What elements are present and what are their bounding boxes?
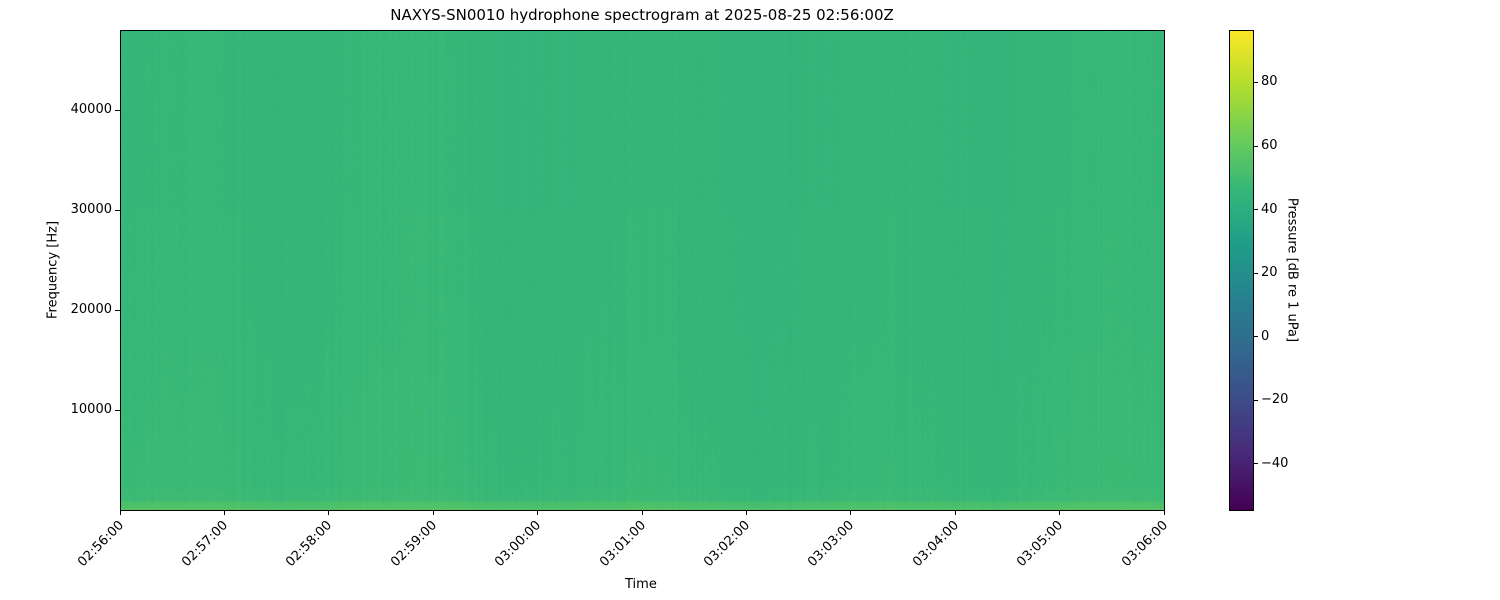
x-tick bbox=[328, 510, 330, 515]
x-tick-label: 03:05:00 bbox=[1014, 518, 1067, 570]
y-tick bbox=[115, 209, 120, 211]
axes-frame bbox=[120, 30, 1165, 511]
colorbar-tick bbox=[1253, 145, 1258, 147]
colorbar-frame bbox=[1229, 30, 1254, 511]
x-tick bbox=[1163, 510, 1165, 515]
y-tick bbox=[115, 309, 120, 311]
colorbar-tick-label: 20 bbox=[1261, 265, 1278, 281]
x-tick-label: 02:59:00 bbox=[387, 518, 440, 570]
y-tick bbox=[115, 109, 120, 111]
chart-title: NAXYS-SN0010 hydrophone spectrogram at 2… bbox=[390, 6, 894, 24]
colorbar-tick bbox=[1253, 81, 1258, 83]
x-tick-label: 02:56:00 bbox=[74, 518, 127, 570]
colorbar-tick-label: 0 bbox=[1261, 328, 1270, 344]
x-tick-label: 03:03:00 bbox=[805, 518, 858, 570]
colorbar-tick bbox=[1253, 399, 1258, 401]
x-tick-label: 03:06:00 bbox=[1118, 518, 1171, 570]
spectrogram-heatmap bbox=[120, 30, 1164, 510]
x-tick-label: 02:57:00 bbox=[179, 518, 232, 570]
colorbar-tick-label: 40 bbox=[1261, 201, 1278, 217]
x-tick bbox=[1059, 510, 1061, 515]
x-tick bbox=[432, 510, 434, 515]
colorbar bbox=[1229, 30, 1253, 510]
y-tick-label: 40000 bbox=[70, 102, 112, 117]
x-tick bbox=[745, 510, 747, 515]
colorbar-tick bbox=[1253, 209, 1258, 211]
colorbar-tick-label: −20 bbox=[1261, 392, 1289, 408]
x-tick-label: 03:01:00 bbox=[596, 518, 649, 570]
y-tick bbox=[115, 409, 120, 411]
x-tick bbox=[641, 510, 643, 515]
colorbar-tick bbox=[1253, 463, 1258, 465]
colorbar-tick bbox=[1253, 336, 1258, 338]
x-tick-label: 03:04:00 bbox=[909, 518, 962, 570]
colorbar-label: Pressure [dB re 1 uPa] bbox=[1284, 197, 1300, 343]
x-tick-label: 03:02:00 bbox=[701, 518, 754, 570]
colorbar-tick bbox=[1253, 272, 1258, 274]
x-tick bbox=[537, 510, 539, 515]
x-axis-label: Time bbox=[625, 577, 657, 592]
x-tick bbox=[119, 510, 121, 515]
x-tick bbox=[850, 510, 852, 515]
x-tick bbox=[954, 510, 956, 515]
colorbar-tick-label: 60 bbox=[1261, 138, 1278, 154]
y-tick-label: 20000 bbox=[70, 302, 112, 317]
colorbar-tick-label: −40 bbox=[1261, 455, 1289, 471]
x-tick-label: 02:58:00 bbox=[283, 518, 336, 570]
y-tick-label: 10000 bbox=[70, 402, 112, 417]
x-tick-label: 03:00:00 bbox=[492, 518, 545, 570]
x-tick bbox=[223, 510, 225, 515]
y-tick-label: 30000 bbox=[70, 202, 112, 217]
colorbar-tick-label: 80 bbox=[1261, 74, 1278, 90]
